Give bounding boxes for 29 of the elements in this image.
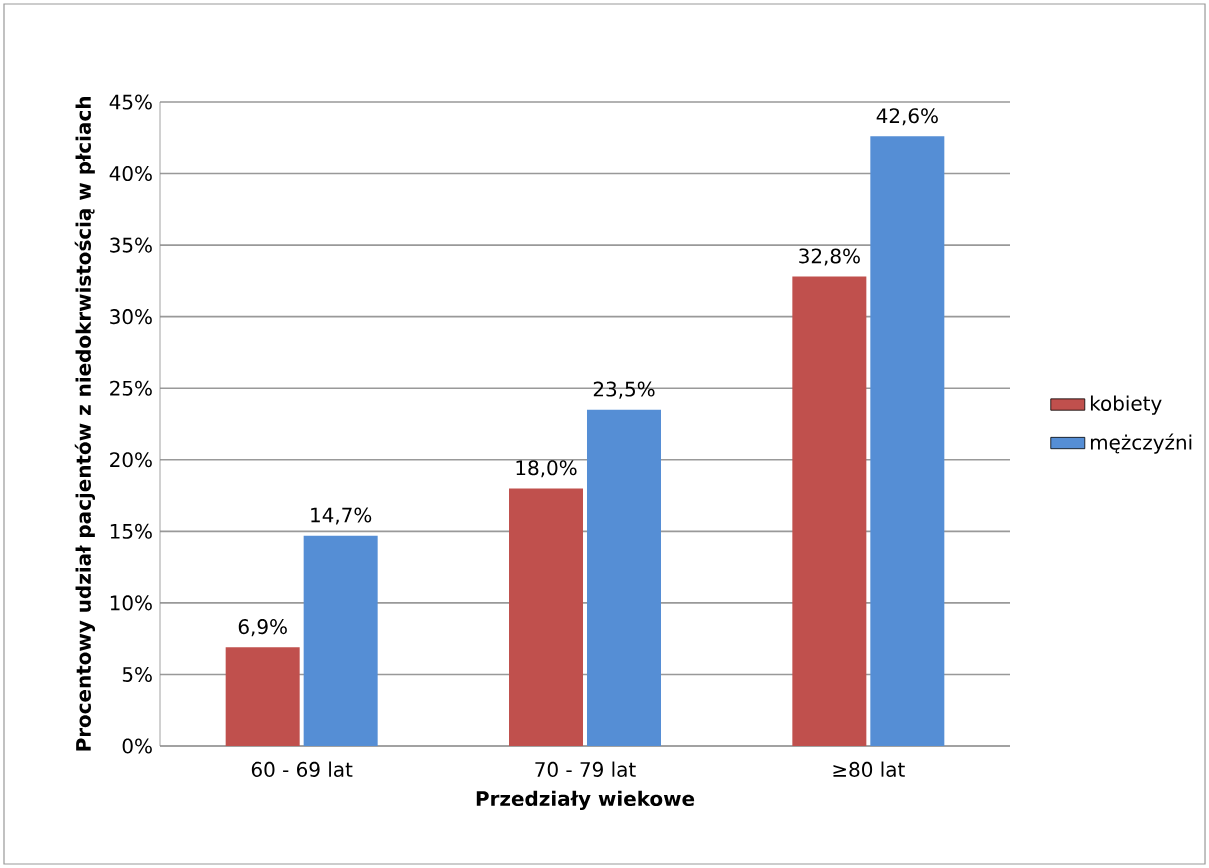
data-label: 42,6% — [876, 108, 938, 126]
y-tick-label: 20% — [110, 452, 152, 468]
data-label: 32,8% — [799, 248, 860, 266]
legend-label: mężczyźni — [1090, 433, 1192, 454]
bar — [509, 488, 584, 746]
y-tick-label: 0% — [122, 738, 152, 754]
y-axis-title: Procentowy udział pacjentów z niedokrwistością w płciach — [74, 97, 95, 751]
y-tick-label: 25% — [110, 380, 152, 396]
bar — [586, 409, 661, 746]
data-label: 23,5% — [593, 381, 655, 399]
y-tick-label: 10% — [110, 595, 152, 611]
legend-label: kobiety — [1090, 395, 1162, 415]
y-tick-label: 35% — [110, 237, 152, 253]
y-tick-label: 30% — [110, 309, 152, 325]
data-label: 18,0% — [516, 460, 577, 478]
bar — [225, 647, 300, 746]
bar — [303, 535, 378, 746]
bar — [870, 136, 945, 746]
data-label: 14,7% — [311, 507, 372, 525]
x-tick-label: 60 - 69 lat — [251, 761, 353, 777]
x-tick-label: 70 - 79 lat — [535, 761, 636, 777]
y-tick-label: 15% — [110, 523, 152, 539]
x-axis-title: Przedziały wiekowe — [476, 790, 695, 811]
y-tick-label: 5% — [122, 666, 152, 682]
bar — [792, 276, 867, 746]
y-tick-label: 45% — [109, 94, 152, 110]
y-tick-label: 40% — [109, 166, 152, 182]
x-tick-label: ≥80 lat — [833, 761, 905, 777]
data-label: 6,9% — [238, 619, 287, 637]
